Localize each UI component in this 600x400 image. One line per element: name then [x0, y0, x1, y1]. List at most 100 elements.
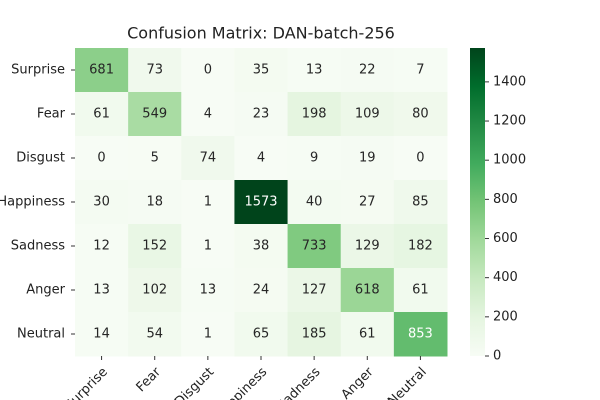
cell-label: 13 [93, 283, 110, 298]
cell-label: 9 [310, 151, 318, 166]
cell-label: 109 [355, 107, 380, 122]
colorbar [470, 48, 485, 356]
heatmap-cell [287, 48, 342, 93]
x-tick-label: Sadness [274, 365, 323, 400]
cell-label: 4 [257, 151, 265, 166]
heatmap-cell [340, 92, 395, 137]
colorbar-tick-label: 1200 [493, 114, 526, 129]
heatmap-cell [234, 180, 289, 225]
colorbar-tick-label: 200 [493, 309, 518, 324]
x-tick-label: Surprise [62, 365, 111, 400]
cell-label: 681 [89, 63, 114, 78]
heatmap-cell [128, 136, 182, 181]
heatmap-cell [75, 224, 129, 269]
cell-label: 80 [412, 107, 429, 122]
heatmap-cell [234, 224, 289, 269]
heatmap-cell [128, 180, 182, 225]
cell-label: 13 [306, 63, 323, 78]
heatmap-cell [75, 312, 129, 357]
heatmap-cell [75, 136, 129, 181]
heatmap-cell [234, 136, 289, 181]
heatmap-cell [181, 312, 235, 357]
heatmap-cell [287, 92, 342, 137]
cell-label: 185 [302, 327, 327, 342]
cell-label: 0 [416, 151, 424, 166]
heatmap-cell [340, 224, 395, 269]
heatmap-cell [75, 268, 129, 313]
colorbar-tick-label: 0 [493, 349, 501, 364]
heatmap-cell [128, 268, 182, 313]
cell-label: 127 [302, 283, 327, 298]
heatmap-cell [340, 312, 395, 357]
cell-label: 5 [151, 151, 159, 166]
heatmap-cell [75, 180, 129, 225]
cell-label: 12 [93, 239, 110, 254]
y-tick-label: Anger [26, 283, 65, 298]
y-tick-label: Sadness [11, 239, 65, 254]
cell-label: 182 [408, 239, 433, 254]
heatmap-cell [75, 92, 129, 137]
heatmap-cell [234, 312, 289, 357]
x-tick-label: Happiness [212, 365, 271, 400]
heatmap-cell [181, 48, 235, 93]
x-tick-label: Neutral [385, 365, 430, 400]
cell-label: 198 [302, 107, 327, 122]
heatmap-cell [234, 92, 289, 137]
y-tick-label: Disgust [16, 151, 65, 166]
heatmap-cell [287, 136, 342, 181]
cell-label: 1573 [244, 195, 277, 210]
heatmap-cell [75, 48, 129, 93]
cell-label: 4 [204, 107, 212, 122]
cell-label: 102 [142, 283, 167, 298]
colorbar-tick-label: 400 [493, 270, 518, 285]
heatmap-cell [181, 92, 235, 137]
cell-label: 0 [97, 151, 105, 166]
cell-label: 61 [359, 327, 376, 342]
heatmap-cell [181, 180, 235, 225]
heatmap-cell [393, 136, 448, 181]
cell-label: 0 [204, 63, 212, 78]
heatmap-cell [287, 268, 342, 313]
cell-label: 30 [93, 195, 110, 210]
cell-label: 14 [93, 327, 110, 342]
colorbar-tick-label: 800 [493, 192, 518, 207]
cell-label: 19 [359, 151, 376, 166]
heatmap-cell [287, 312, 342, 357]
cell-label: 1 [204, 327, 212, 342]
cell-label: 61 [93, 107, 110, 122]
colorbar-tick-label: 1000 [493, 153, 526, 168]
cell-label: 65 [253, 327, 270, 342]
heatmap-cell [340, 180, 395, 225]
cell-label: 129 [355, 239, 380, 254]
y-tick-label: Neutral [17, 327, 65, 342]
heatmap-cell [393, 312, 448, 357]
heatmap-cell [181, 136, 235, 181]
cell-label: 35 [253, 63, 270, 78]
cell-label: 13 [200, 283, 217, 298]
cell-label: 853 [408, 327, 433, 342]
heatmap-cell [340, 48, 395, 93]
heatmap-cell [128, 48, 182, 93]
cell-label: 23 [253, 107, 270, 122]
cell-label: 40 [306, 195, 323, 210]
y-tick-label: Happiness [0, 195, 65, 210]
cell-label: 1 [204, 239, 212, 254]
cell-label: 1 [204, 195, 212, 210]
colorbar-tick-label: 1400 [493, 74, 526, 89]
x-tick-label: Anger [339, 364, 377, 400]
cell-label: 7 [416, 63, 424, 78]
x-tick-label: Fear [134, 364, 165, 395]
heatmap-cell [340, 268, 395, 313]
heatmap-cell [128, 224, 182, 269]
y-tick-label: Fear [37, 107, 66, 122]
x-tick-label: Disgust [172, 365, 217, 400]
heatmap-cell [393, 180, 448, 225]
heatmap-cell [128, 312, 182, 357]
cell-label: 24 [253, 283, 270, 298]
heatmap-cell [181, 268, 235, 313]
cell-label: 61 [412, 283, 429, 298]
cell-label: 152 [142, 239, 167, 254]
cell-label: 22 [359, 63, 376, 78]
heatmap-cell [128, 92, 182, 137]
